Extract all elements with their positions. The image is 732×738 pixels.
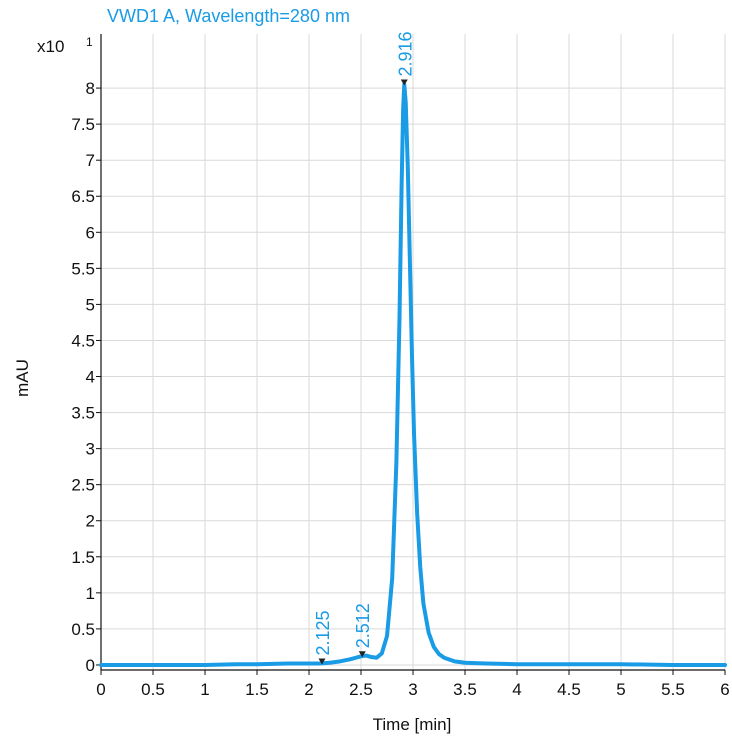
y-axis-title: mAU — [13, 359, 32, 397]
x-tick-label: 0.5 — [141, 680, 165, 699]
x-tick-label: 2 — [304, 680, 313, 699]
y-tick-label: 2.5 — [71, 476, 95, 495]
y-tick-label: 3 — [86, 440, 95, 459]
chromatogram-trace — [99, 82, 727, 667]
peak-label: 2.125 — [313, 610, 333, 655]
x-tick-label: 1 — [200, 680, 209, 699]
y-tick-label: 4 — [86, 368, 95, 387]
y-multiplier-label: x10 — [37, 37, 64, 56]
y-tick-label: 4.5 — [71, 331, 95, 350]
x-tick-label: 3 — [408, 680, 417, 699]
y-tick-label: 6.5 — [71, 187, 95, 206]
y-tick-label: 7 — [86, 151, 95, 170]
x-tick-label: 5.5 — [661, 680, 685, 699]
y-tick-label: 8 — [86, 79, 95, 98]
x-tick-label: 4.5 — [557, 680, 581, 699]
peak-marker — [358, 651, 366, 658]
y-tick-label: 0 — [86, 656, 95, 675]
x-tick-label: 6 — [720, 680, 729, 699]
y-exponent-label: 1 — [86, 35, 93, 49]
y-tick-label: 3.5 — [71, 404, 95, 423]
x-tick-label: 0 — [96, 680, 105, 699]
x-axis-title: Time [min] — [373, 715, 452, 734]
x-tick-label: 3.5 — [453, 680, 477, 699]
x-tick-label: 1.5 — [245, 680, 269, 699]
x-tick-label: 5 — [616, 680, 625, 699]
y-tick-label: 2 — [86, 512, 95, 531]
peak-markers: 2.125 2.512 2.916 — [313, 31, 415, 665]
y-tick-label: 1 — [86, 584, 95, 603]
peak-label: 2.512 — [353, 603, 373, 648]
y-tick-label: 5.5 — [71, 259, 95, 278]
y-tick-label: 7.5 — [71, 115, 95, 134]
y-tick-label: 0.5 — [71, 620, 95, 639]
x-tick-label: 4 — [512, 680, 521, 699]
y-tick-label: 5 — [86, 295, 95, 314]
y-tick-label: 1.5 — [71, 548, 95, 567]
x-tick-label: 2.5 — [349, 680, 373, 699]
trace-layer — [99, 82, 727, 667]
peak-label: 2.916 — [395, 31, 415, 76]
tick-labels: 0 0.5 1 1.5 2 2.5 3 3.5 4 4.5 5 5.5 6 0 0.5 1 1.5 2 2.5 3 3.… — [71, 79, 729, 699]
peak-marker — [318, 658, 326, 665]
peak-marker — [400, 79, 408, 86]
chart-title: VWD1 A, Wavelength=280 nm — [107, 6, 350, 26]
axes — [96, 34, 726, 675]
y-tick-label: 6 — [86, 223, 95, 242]
